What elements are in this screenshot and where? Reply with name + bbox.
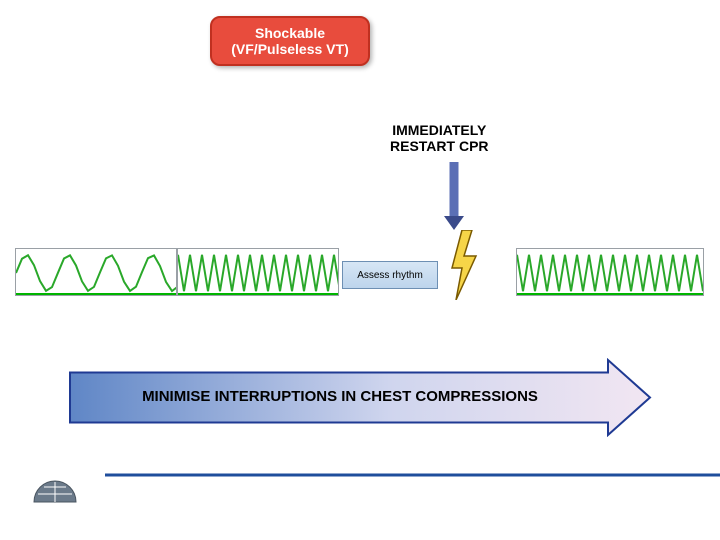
footer-line — [0, 472, 720, 478]
assess-label: Assess rhythm — [357, 270, 423, 281]
down-arrow — [442, 162, 466, 234]
immediate-line1: IMMEDIATELY — [390, 122, 489, 138]
immediate-line2: RESTART CPR — [390, 138, 489, 154]
assess-rhythm-box: Assess rhythm — [342, 261, 438, 289]
immediate-label: IMMEDIATELY RESTART CPR — [390, 122, 489, 154]
shockable-line1: Shockable — [255, 25, 325, 41]
shockable-box: Shockable (VF/Pulseless VT) — [210, 16, 370, 66]
lightning-icon — [448, 230, 482, 300]
banner-text: MINIMISE INTERRUPTIONS IN CHEST COMPRESS… — [70, 388, 610, 405]
logo-icon — [30, 472, 80, 508]
shockable-line2: (VF/Pulseless VT) — [231, 41, 348, 57]
